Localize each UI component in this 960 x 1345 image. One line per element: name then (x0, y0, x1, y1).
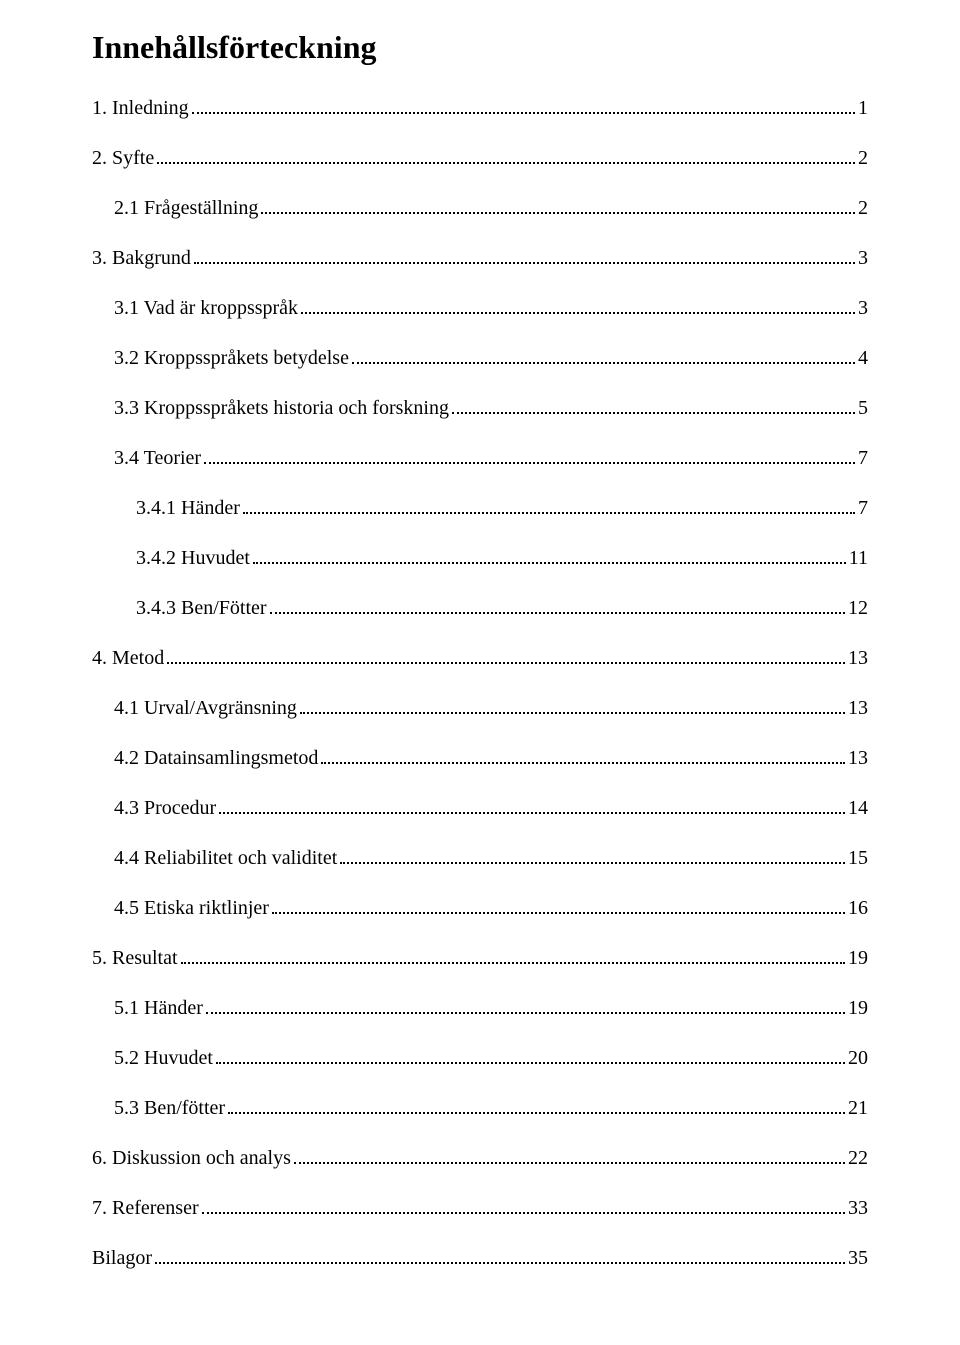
toc-entry-label: 3.4.1 Händer (136, 496, 240, 521)
toc-entry: 5.1 Händer 19 (114, 996, 868, 1021)
toc-entry-page: 7 (858, 446, 868, 471)
toc-entry-page: 3 (858, 246, 868, 271)
toc-dot-leader (194, 247, 855, 264)
toc-entry: 4. Metod 13 (92, 646, 868, 671)
toc-entry: 4.5 Etiska riktlinjer 16 (114, 896, 868, 921)
toc-entry-page: 22 (848, 1146, 868, 1171)
toc-entry: Bilagor 35 (92, 1246, 868, 1271)
toc-entry-label: 3.4 Teorier (114, 446, 201, 471)
toc-entry-label: 6. Diskussion och analys (92, 1146, 291, 1171)
toc-entry: 1. Inledning 1 (92, 96, 868, 121)
toc-dot-leader (253, 547, 846, 564)
toc-dot-leader (321, 747, 845, 764)
page-title: Innehållsförteckning (92, 28, 868, 66)
toc-entry: 2.1 Frågeställning 2 (114, 196, 868, 221)
toc-entry-label: 5.1 Händer (114, 996, 203, 1021)
toc-dot-leader (181, 947, 845, 964)
toc-dot-leader (452, 397, 855, 414)
toc-entry-label: 3.4.2 Huvudet (136, 546, 250, 571)
toc-entry: 4.1 Urval/Avgränsning 13 (114, 696, 868, 721)
toc-entry: 4.2 Datainsamlingsmetod 13 (114, 746, 868, 771)
toc-dot-leader (272, 897, 845, 914)
toc-entry-label: 4.3 Procedur (114, 796, 216, 821)
toc-entry-page: 14 (848, 796, 868, 821)
toc-entry-page: 5 (858, 396, 868, 421)
toc-entry-page: 13 (848, 696, 868, 721)
toc-entry-page: 35 (848, 1246, 868, 1271)
toc-entry-label: 7. Referenser (92, 1196, 199, 1221)
toc-entry-page: 3 (858, 296, 868, 321)
toc-entry-label: 2.1 Frågeställning (114, 196, 258, 221)
toc-entry: 4.4 Reliabilitet och validitet 15 (114, 846, 868, 871)
toc-dot-leader (301, 297, 855, 314)
toc-entry-page: 12 (848, 596, 868, 621)
toc-dot-leader (202, 1197, 845, 1214)
toc-entry-label: 3.1 Vad är kroppsspråk (114, 296, 298, 321)
toc-entry-label: 3.4.3 Ben/Fötter (136, 596, 267, 621)
toc-entry-label: 3.3 Kroppsspråkets historia och forsknin… (114, 396, 449, 421)
toc-entry: 3.2 Kroppsspråkets betydelse 4 (114, 346, 868, 371)
toc-entry: 3.4.2 Huvudet 11 (136, 546, 868, 571)
toc-entry: 3.1 Vad är kroppsspråk 3 (114, 296, 868, 321)
toc-entry-label: 4.5 Etiska riktlinjer (114, 896, 269, 921)
toc-entry-page: 33 (848, 1196, 868, 1221)
toc-entry-label: 5.3 Ben/fötter (114, 1096, 225, 1121)
toc-entry-page: 15 (848, 846, 868, 871)
toc-entry: 3. Bakgrund 3 (92, 246, 868, 271)
toc-dot-leader (352, 347, 855, 364)
toc-entry-label: 1. Inledning (92, 96, 189, 121)
toc-dot-leader (270, 597, 845, 614)
toc-entry: 3.4.1 Händer 7 (136, 496, 868, 521)
toc-entry-page: 1 (858, 96, 868, 121)
toc-entry-page: 11 (849, 546, 868, 571)
toc-dot-leader (261, 197, 855, 214)
toc-entry-page: 13 (848, 746, 868, 771)
toc-entry-label: 3. Bakgrund (92, 246, 191, 271)
toc-entry-label: 4.4 Reliabilitet och validitet (114, 846, 337, 871)
toc-dot-leader (192, 97, 855, 114)
toc-dot-leader (155, 1247, 845, 1264)
toc-entry: 5.3 Ben/fötter 21 (114, 1096, 868, 1121)
toc-dot-leader (228, 1097, 845, 1114)
toc-entry-page: 7 (858, 496, 868, 521)
toc-entry-page: 13 (848, 646, 868, 671)
toc-entry: 2. Syfte 2 (92, 146, 868, 171)
toc-dot-leader (167, 647, 845, 664)
toc-entry-label: 4.2 Datainsamlingsmetod (114, 746, 318, 771)
toc-entry-page: 20 (848, 1046, 868, 1071)
toc-entry-page: 19 (848, 996, 868, 1021)
toc-entry-label: 5. Resultat (92, 946, 178, 971)
toc-entry-label: 3.2 Kroppsspråkets betydelse (114, 346, 349, 371)
toc-entry: 7. Referenser 33 (92, 1196, 868, 1221)
toc-dot-leader (204, 447, 855, 464)
toc-entry-page: 21 (848, 1096, 868, 1121)
toc-entry: 3.4.3 Ben/Fötter 12 (136, 596, 868, 621)
toc-dot-leader (340, 847, 845, 864)
toc-entry: 5. Resultat 19 (92, 946, 868, 971)
toc-entry-page: 4 (858, 346, 868, 371)
toc-entry-page: 16 (848, 896, 868, 921)
toc-entry-page: 19 (848, 946, 868, 971)
toc-list: 1. Inledning 12. Syfte 22.1 Frågeställni… (92, 96, 868, 1271)
toc-entry-label: 5.2 Huvudet (114, 1046, 213, 1071)
toc-dot-leader (294, 1147, 845, 1164)
toc-entry-page: 2 (858, 196, 868, 221)
toc-entry: 4.3 Procedur 14 (114, 796, 868, 821)
toc-entry: 6. Diskussion och analys 22 (92, 1146, 868, 1171)
toc-dot-leader (219, 797, 845, 814)
toc-entry: 3.3 Kroppsspråkets historia och forsknin… (114, 396, 868, 421)
toc-dot-leader (206, 997, 845, 1014)
toc-dot-leader (300, 697, 845, 714)
toc-entry-label: Bilagor (92, 1246, 152, 1271)
toc-page: Innehållsförteckning 1. Inledning 1 2. Sy… (0, 0, 960, 1336)
toc-dot-leader (216, 1047, 845, 1064)
toc-entry-label: 4.1 Urval/Avgränsning (114, 696, 297, 721)
toc-dot-leader (157, 147, 855, 164)
toc-entry-page: 2 (858, 146, 868, 171)
toc-entry: 3.4 Teorier 7 (114, 446, 868, 471)
toc-entry: 5.2 Huvudet 20 (114, 1046, 868, 1071)
toc-entry-label: 2. Syfte (92, 146, 154, 171)
toc-entry-label: 4. Metod (92, 646, 164, 671)
toc-dot-leader (243, 497, 855, 514)
